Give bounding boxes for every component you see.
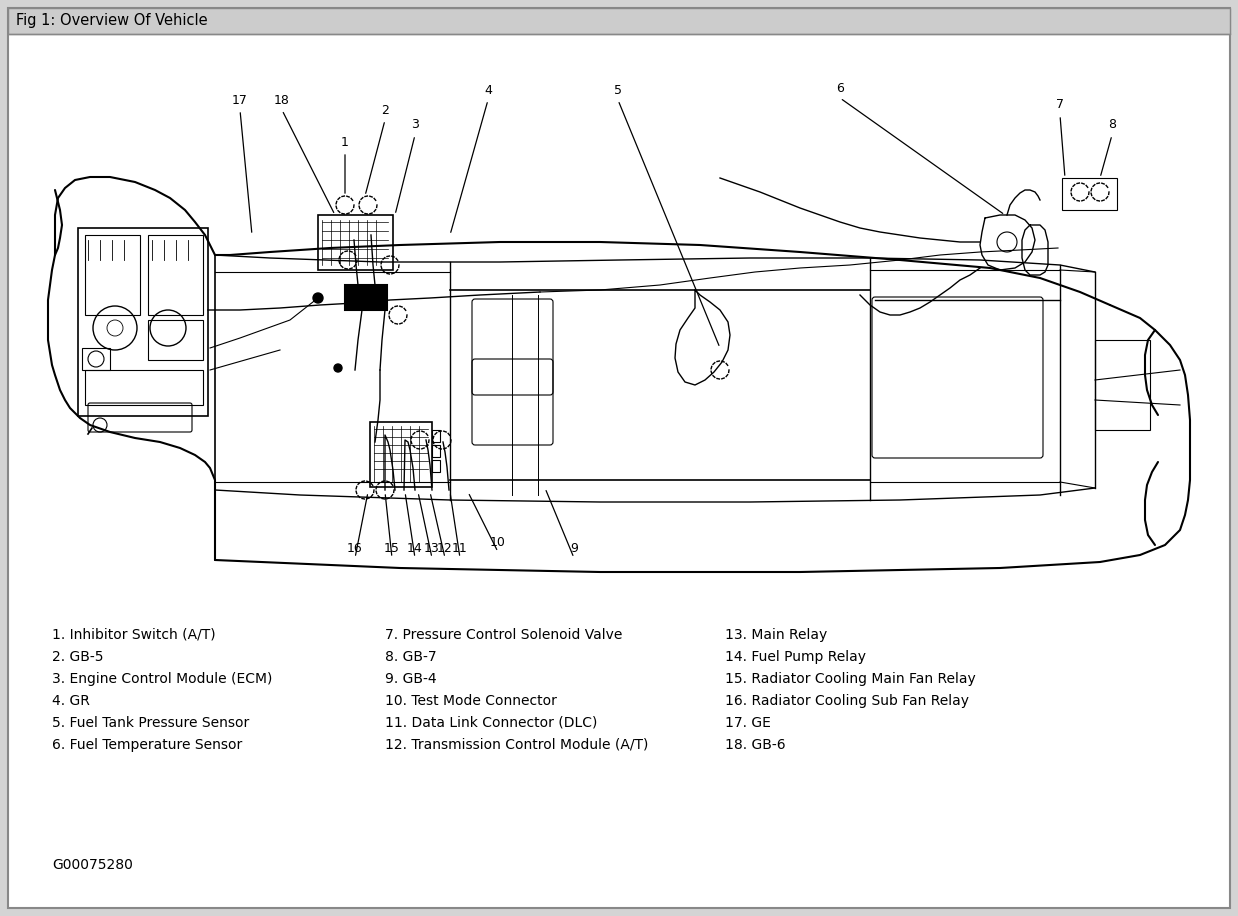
Bar — [1062, 178, 1117, 210]
Text: Fig 1: Overview Of Vehicle: Fig 1: Overview Of Vehicle — [16, 14, 208, 28]
Text: 9: 9 — [569, 541, 578, 554]
Text: 5. Fuel Tank Pressure Sensor: 5. Fuel Tank Pressure Sensor — [52, 716, 249, 730]
Text: 11. Data Link Connector (DLC): 11. Data Link Connector (DLC) — [385, 716, 598, 730]
Text: 8: 8 — [1108, 118, 1115, 132]
Text: 10: 10 — [490, 536, 506, 549]
Bar — [149, 320, 203, 360]
Text: 11: 11 — [452, 541, 468, 554]
Bar — [85, 235, 140, 315]
Bar — [432, 445, 439, 457]
Text: 14: 14 — [407, 541, 423, 554]
Bar — [149, 235, 203, 315]
Text: 1. Inhibitor Switch (A/T): 1. Inhibitor Switch (A/T) — [52, 628, 215, 642]
Text: 2: 2 — [381, 104, 389, 116]
Text: 12. Transmission Control Module (A/T): 12. Transmission Control Module (A/T) — [385, 738, 649, 752]
Text: 5: 5 — [614, 83, 621, 96]
Text: 3. Engine Control Module (ECM): 3. Engine Control Module (ECM) — [52, 672, 272, 686]
Text: 17: 17 — [232, 93, 248, 106]
Text: 16: 16 — [347, 541, 363, 554]
Text: 13. Main Relay: 13. Main Relay — [725, 628, 827, 642]
Text: 6. Fuel Temperature Sensor: 6. Fuel Temperature Sensor — [52, 738, 243, 752]
Bar — [370, 422, 432, 487]
Text: 4: 4 — [484, 83, 491, 96]
Text: 18: 18 — [274, 93, 290, 106]
Text: 7. Pressure Control Solenoid Valve: 7. Pressure Control Solenoid Valve — [385, 628, 623, 642]
Text: 14. Fuel Pump Relay: 14. Fuel Pump Relay — [725, 650, 867, 664]
Circle shape — [334, 364, 342, 372]
Bar — [85, 370, 203, 405]
Text: 15. Radiator Cooling Main Fan Relay: 15. Radiator Cooling Main Fan Relay — [725, 672, 976, 686]
Text: 4. GR: 4. GR — [52, 694, 90, 708]
Text: 2. GB-5: 2. GB-5 — [52, 650, 104, 664]
Bar — [432, 430, 439, 442]
Text: 1: 1 — [340, 136, 349, 148]
Text: 12: 12 — [437, 541, 453, 554]
Text: 7: 7 — [1056, 99, 1063, 112]
Bar — [345, 285, 387, 310]
Text: 8. GB-7: 8. GB-7 — [385, 650, 437, 664]
Text: 18. GB-6: 18. GB-6 — [725, 738, 786, 752]
Bar — [78, 228, 208, 416]
Text: 9. GB-4: 9. GB-4 — [385, 672, 437, 686]
Bar — [318, 215, 392, 270]
Bar — [1094, 340, 1150, 430]
Text: 6: 6 — [836, 82, 844, 94]
Text: 10. Test Mode Connector: 10. Test Mode Connector — [385, 694, 557, 708]
Bar — [7, 8, 1231, 34]
Bar — [432, 460, 439, 472]
Text: 16. Radiator Cooling Sub Fan Relay: 16. Radiator Cooling Sub Fan Relay — [725, 694, 969, 708]
Text: 3: 3 — [411, 118, 418, 132]
Text: G00075280: G00075280 — [52, 858, 132, 872]
Circle shape — [313, 293, 323, 303]
Text: 17. GE: 17. GE — [725, 716, 771, 730]
Bar — [82, 348, 110, 370]
Text: 15: 15 — [384, 541, 400, 554]
Text: 13: 13 — [425, 541, 439, 554]
